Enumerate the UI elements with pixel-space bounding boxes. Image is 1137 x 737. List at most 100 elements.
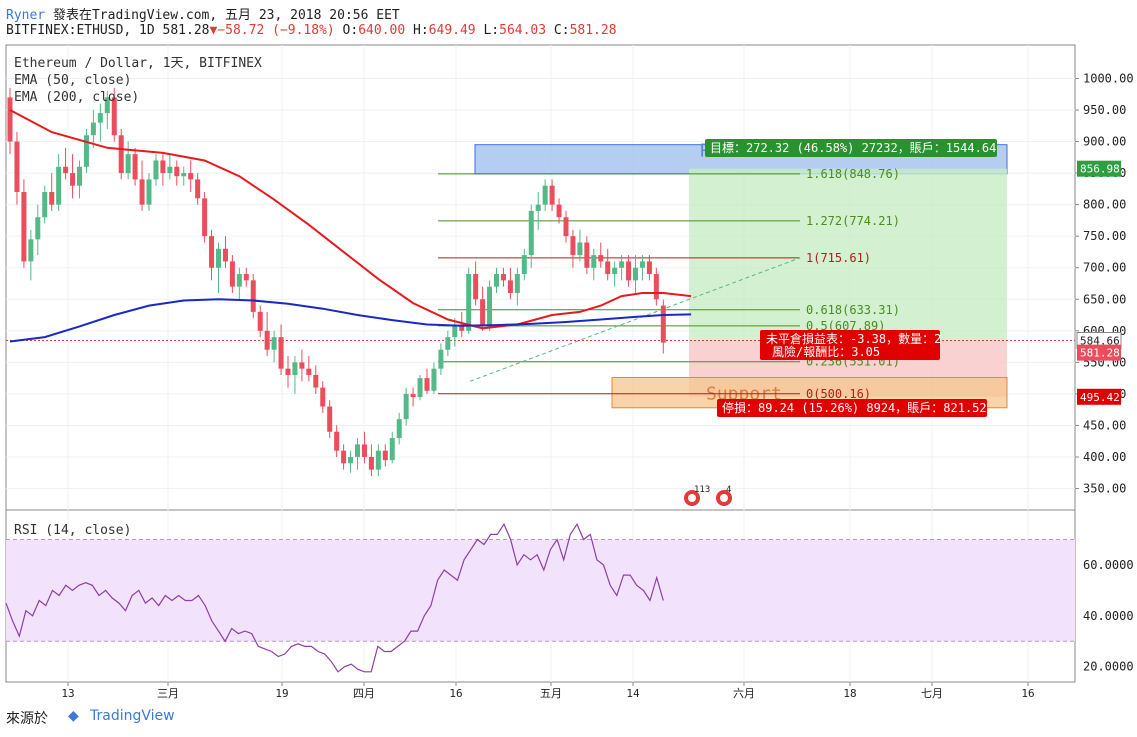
candle-up <box>521 255 527 275</box>
time-tick-label: 18 <box>843 687 856 700</box>
time-tick-label: 14 <box>626 687 640 700</box>
time-tick-label: 五月 <box>540 687 562 700</box>
candle-up <box>167 166 173 174</box>
low-label: L: <box>475 23 500 38</box>
candle-down <box>660 305 666 343</box>
candle-up <box>528 210 534 256</box>
publish-info: 發表在TradingView.com, 五月 23, 2018 20:56 EE… <box>45 8 400 23</box>
candle-down <box>14 141 20 193</box>
candle-down <box>202 198 208 237</box>
fib-trend-line <box>469 257 801 382</box>
candle-down <box>299 362 305 369</box>
price-badge <box>1077 160 1121 177</box>
candle-down <box>132 154 138 180</box>
high-value: 649.49 <box>428 23 476 38</box>
candle-down <box>549 185 555 205</box>
event-flag-icon <box>720 494 728 502</box>
author-name[interactable]: Ryner <box>6 8 46 23</box>
profit-zone <box>689 168 1007 341</box>
price-badge-text: 495.42 <box>1080 391 1120 404</box>
ema50-legend: EMA (50, close) <box>14 73 131 88</box>
candle-down <box>257 311 263 331</box>
tradingview-text[interactable]: TradingView <box>90 708 175 724</box>
pnl-label: 未平倉損益表：-3.38，數量：2 <box>766 331 941 346</box>
candle-down <box>264 330 270 350</box>
candle-up <box>375 450 381 470</box>
price-tick-label: 400.00 <box>1083 450 1126 464</box>
fib-level-label: 0.5(607.89) <box>806 319 885 333</box>
candle-up <box>271 337 277 350</box>
candle-up <box>236 274 242 287</box>
candle-down <box>361 444 367 458</box>
stop-label-box <box>717 399 987 417</box>
candle-up <box>396 419 402 439</box>
time-tick-label: 三月 <box>157 687 179 700</box>
event-flag-icon <box>688 494 696 502</box>
pnl-box <box>760 330 940 360</box>
time-tick-label: 16 <box>1021 687 1034 700</box>
candle-up <box>216 248 221 268</box>
candle-down <box>243 274 249 281</box>
candle-up <box>535 204 541 211</box>
candle-down <box>160 160 166 174</box>
price-change: ▼−58.72 (−9.18%) <box>209 23 335 38</box>
candle-down <box>229 261 235 287</box>
candle-up <box>125 154 131 174</box>
ema200-line <box>9 298 692 343</box>
candle-down <box>285 368 291 375</box>
fib-level-label: 1.618(848.76) <box>806 167 900 181</box>
price-tick-label: 450.00 <box>1083 418 1126 432</box>
candle-down <box>63 166 69 174</box>
tradingview-brand[interactable]: ◆ TradingView <box>68 708 175 724</box>
candle-down <box>507 280 513 293</box>
candle-down <box>653 274 659 300</box>
price-tick-label: 350.00 <box>1083 482 1126 496</box>
time-tick-label: 七月 <box>921 687 943 700</box>
rsi-tick-label: 40.0000 <box>1083 609 1134 623</box>
high-label: H: <box>405 23 429 38</box>
candle-up <box>619 261 625 268</box>
candle-up <box>90 122 96 136</box>
chart-area[interactable]: ResistanceSupport 1.618(848.76)1.272(774… <box>0 0 1137 700</box>
candle-up <box>83 135 89 167</box>
candle-down <box>556 204 562 218</box>
target-label: 目標：272.32 (46.58%) 27232，賬戶：1544.64 <box>710 141 996 155</box>
candle-down <box>500 274 506 281</box>
candle-up <box>466 274 472 331</box>
close-label: C: <box>546 23 570 38</box>
fib-level-label: 0.618(633.31) <box>806 303 900 317</box>
price-badge-text: 584.66 <box>1080 334 1120 347</box>
candle-down <box>49 192 55 205</box>
price-badge <box>1077 344 1121 361</box>
candle-up <box>389 438 395 461</box>
ema50-line <box>9 109 692 330</box>
candle-down <box>118 135 124 174</box>
candle-down <box>313 374 319 388</box>
candle-up <box>104 97 110 114</box>
candle-down <box>222 248 228 262</box>
time-tick-label: 13 <box>61 687 74 700</box>
candle-down <box>278 337 284 369</box>
price-tick-label: 900.00 <box>1083 135 1126 149</box>
candle-down <box>7 97 13 142</box>
candle-down <box>139 179 145 205</box>
candle-down <box>174 166 180 177</box>
candle-up <box>417 378 423 398</box>
time-tick-label: 六月 <box>733 687 755 700</box>
price-tick-label: 800.00 <box>1083 198 1126 212</box>
price-badge-text: 856.98 <box>1080 163 1120 176</box>
candle-down <box>334 431 340 451</box>
price-tick-label: 650.00 <box>1083 292 1126 306</box>
candle-down <box>473 274 479 300</box>
close-value: 581.28 <box>569 23 617 38</box>
rsi-tick-label: 20.0000 <box>1083 660 1134 674</box>
main-legend: Ethereum / Dollar, 1天, BITFINEX <box>14 56 262 71</box>
candle-up <box>431 368 437 391</box>
fib-level-label: 1.272(774.21) <box>806 214 900 228</box>
candle-down <box>646 261 652 275</box>
source-label: 來源於 <box>6 711 48 727</box>
candle-up <box>42 192 48 218</box>
candle-down <box>70 173 76 186</box>
candle-up <box>153 160 159 180</box>
candle-down <box>111 97 117 136</box>
